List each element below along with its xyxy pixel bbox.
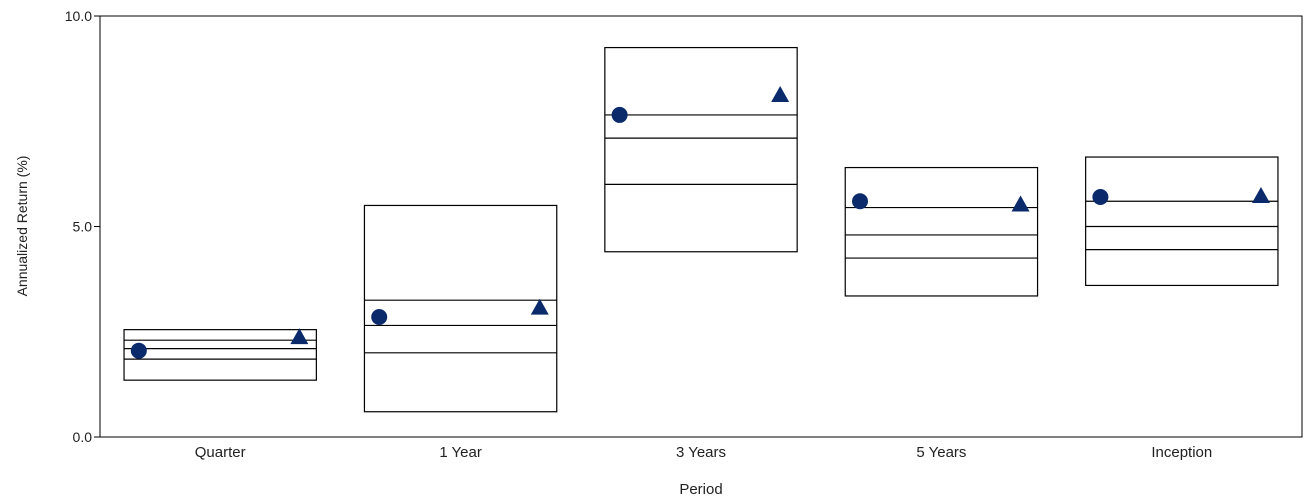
- range-box: [1085, 156, 1279, 287]
- y-axis: 0.0 5.0 10.0: [65, 8, 100, 445]
- circle-marker: [852, 193, 869, 210]
- circle-marker: [611, 106, 628, 123]
- x-tick-label: 1 Year: [439, 444, 482, 461]
- triangle-marker: [1011, 195, 1030, 212]
- x-tick-label: 3 Years: [676, 444, 726, 461]
- triangle-marker: [530, 298, 549, 315]
- range-box: [604, 46, 798, 253]
- markers-layer: [130, 85, 1270, 359]
- y-tick-label: 5.0: [73, 219, 93, 235]
- triangle-marker: [1251, 187, 1270, 204]
- range-box: [123, 329, 317, 381]
- y-tick-label: 10.0: [65, 8, 92, 24]
- circle-marker: [130, 342, 147, 359]
- x-tick-label: 5 Years: [916, 444, 966, 461]
- y-tick-label: 0.0: [73, 429, 93, 445]
- x-axis-title: Period: [679, 481, 722, 498]
- circle-marker: [371, 309, 388, 326]
- y-axis-title: Annualized Return (%): [14, 156, 30, 297]
- range-box: [844, 166, 1039, 297]
- triangle-marker: [290, 328, 309, 345]
- triangle-marker: [771, 85, 790, 102]
- boxes-layer: [123, 46, 1279, 413]
- x-tick-label: Quarter: [195, 444, 246, 461]
- x-axis: Quarter 1 Year 3 Years 5 Years Inception: [195, 444, 1212, 461]
- x-tick-label: Inception: [1151, 444, 1212, 461]
- circle-marker: [1092, 189, 1109, 206]
- range-box: [363, 204, 558, 413]
